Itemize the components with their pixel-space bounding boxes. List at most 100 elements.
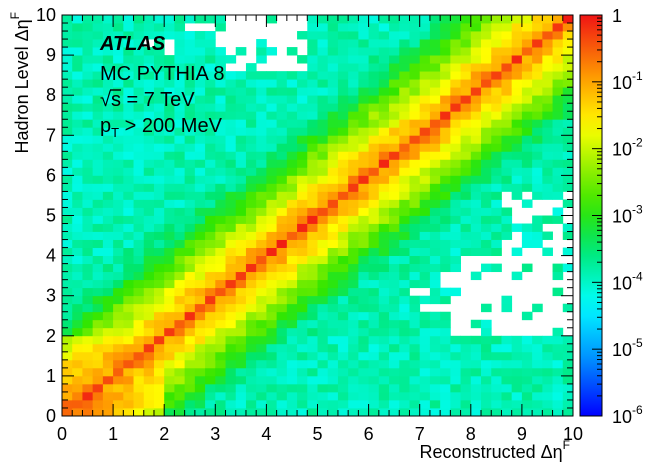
heatmap-cell xyxy=(194,79,206,88)
heatmap-cell xyxy=(256,87,267,96)
heatmap-cell xyxy=(327,351,339,361)
heatmap-cell xyxy=(337,375,349,385)
heatmap-cell xyxy=(501,87,513,96)
heatmap-cell xyxy=(368,87,380,96)
heatmap-cell xyxy=(62,63,73,72)
heatmap-cell xyxy=(215,215,226,224)
heatmap-cell xyxy=(256,119,267,128)
heatmap-cell xyxy=(153,207,165,216)
heatmap-cell xyxy=(562,95,574,104)
heatmap-cell xyxy=(297,375,308,385)
heatmap-cell xyxy=(307,391,318,401)
heatmap-cell xyxy=(542,23,553,32)
heatmap-cell xyxy=(378,159,390,168)
heatmap-cell xyxy=(532,39,543,48)
heatmap-cell xyxy=(470,335,482,345)
heatmap-cell xyxy=(123,319,134,329)
heatmap-cell xyxy=(470,207,482,216)
heatmap-cell xyxy=(62,119,73,128)
heatmap-cell xyxy=(368,391,380,401)
heatmap-cell xyxy=(92,383,104,393)
heatmap-cell xyxy=(133,31,145,40)
heatmap-cell xyxy=(460,111,472,120)
heatmap-cell xyxy=(184,311,196,321)
heatmap-cell xyxy=(82,31,94,40)
heatmap-cell xyxy=(92,223,104,232)
heatmap-cell xyxy=(235,143,247,152)
heatmap-cell xyxy=(184,359,196,369)
heatmap-cell xyxy=(532,351,543,361)
heatmap-cell xyxy=(256,383,267,393)
heatmap-cell xyxy=(470,63,482,72)
heatmap-cell xyxy=(481,23,492,32)
heatmap-cell xyxy=(327,55,339,64)
heatmap-cell xyxy=(276,303,288,313)
heatmap-cell xyxy=(327,199,339,208)
heatmap-cell xyxy=(368,255,380,265)
heatmap-cell xyxy=(286,143,298,152)
heatmap-cell xyxy=(82,375,94,385)
heatmap-cell xyxy=(348,183,359,192)
heatmap-cell xyxy=(419,271,431,281)
heatmap-cell xyxy=(286,295,298,305)
heatmap-cell xyxy=(470,319,482,329)
heatmap-cell xyxy=(143,191,155,200)
heatmap-cell xyxy=(399,335,410,345)
heatmap-cell xyxy=(82,239,94,248)
heatmap-cell xyxy=(511,127,523,136)
heatmap-cell xyxy=(174,311,186,321)
heatmap-cell xyxy=(215,343,226,353)
heatmap-cell xyxy=(532,103,543,112)
heatmap-cell xyxy=(266,87,278,96)
heatmap-cell xyxy=(337,95,349,104)
heatmap-cell xyxy=(225,391,237,401)
heatmap-cell xyxy=(542,351,553,361)
heatmap-cell xyxy=(419,151,431,160)
heatmap-cell xyxy=(552,47,564,56)
heatmap-cell xyxy=(378,167,390,176)
heatmap-cell xyxy=(92,255,104,265)
heatmap-cell xyxy=(358,159,369,168)
heatmap-cell xyxy=(215,119,226,128)
heatmap-cell xyxy=(419,279,431,289)
heatmap-cell xyxy=(164,159,175,168)
heatmap-cell xyxy=(307,215,318,224)
heatmap-cell xyxy=(133,63,145,72)
heatmap-cell xyxy=(307,95,318,104)
heatmap-cell xyxy=(521,407,533,417)
heatmap-cell xyxy=(266,319,278,329)
heatmap-cell xyxy=(286,215,298,224)
heatmap-cell xyxy=(399,215,410,224)
heatmap-cell xyxy=(143,319,155,329)
heatmap-cell xyxy=(460,383,472,393)
heatmap-cell xyxy=(297,351,308,361)
heatmap-cell xyxy=(429,167,441,176)
heatmap-cell xyxy=(153,39,165,48)
heatmap-cell xyxy=(399,111,410,120)
heatmap-cell xyxy=(419,111,431,120)
heatmap-cell xyxy=(164,111,175,120)
heatmap-cell xyxy=(358,199,369,208)
heatmap-cell xyxy=(256,247,267,256)
heatmap-cell xyxy=(317,247,329,256)
colorbar-tick-label: 1 xyxy=(612,6,622,26)
heatmap-cell xyxy=(358,135,369,144)
heatmap-cell xyxy=(389,319,400,329)
heatmap-cell xyxy=(542,119,553,128)
heatmap-cell xyxy=(409,87,421,96)
heatmap-cell xyxy=(389,271,400,281)
heatmap-cell xyxy=(337,63,349,72)
heatmap-cell xyxy=(348,279,359,289)
heatmap-cell xyxy=(552,343,564,353)
heatmap-cell xyxy=(143,255,155,265)
heatmap-cell xyxy=(542,167,553,176)
heatmap-cell xyxy=(389,79,400,88)
heatmap-cell xyxy=(501,367,513,377)
heatmap-cell xyxy=(521,231,533,240)
heatmap-cell xyxy=(92,119,104,128)
heatmap-cell xyxy=(133,215,145,224)
heatmap-cell xyxy=(419,119,431,128)
heatmap-cell xyxy=(205,383,216,393)
heatmap-cell xyxy=(235,215,247,224)
heatmap-cell xyxy=(552,63,564,72)
